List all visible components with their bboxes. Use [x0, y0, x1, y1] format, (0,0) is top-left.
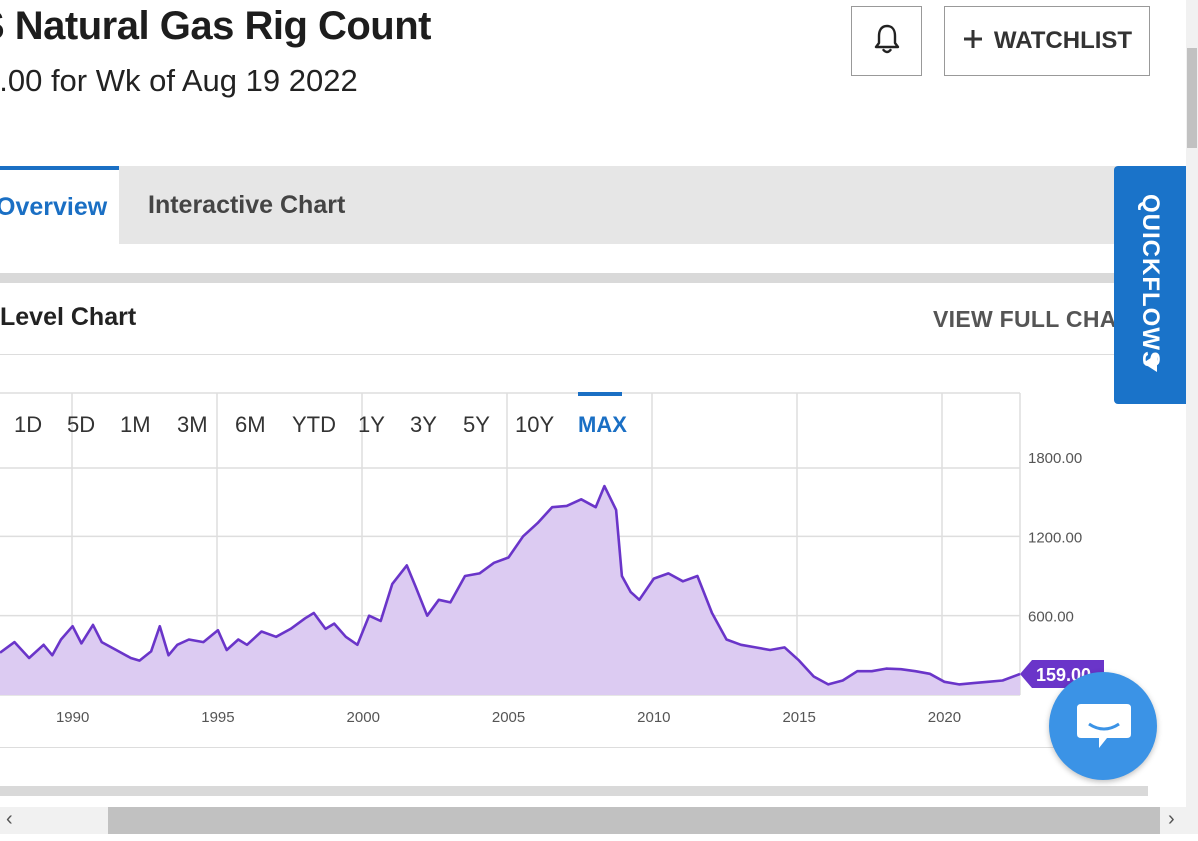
alert-button[interactable] — [851, 6, 922, 76]
scroll-left-icon[interactable]: ‹ — [6, 808, 13, 830]
section-divider-bottom — [0, 786, 1148, 796]
range-button-6m[interactable]: 6M — [235, 412, 266, 437]
section-divider — [0, 273, 1148, 283]
tab-bar: Overview Interactive Chart — [0, 166, 1116, 244]
scroll-right-icon[interactable]: › — [1168, 808, 1175, 830]
y-tick-label: 1200.00 — [1028, 529, 1082, 546]
panel-title: Level Chart — [0, 303, 137, 331]
series-area — [0, 486, 1020, 695]
range-button-1d[interactable]: 1D — [14, 412, 43, 437]
tab-interactive-chart[interactable]: Interactive Chart — [148, 166, 345, 244]
watchlist-button[interactable]: WATCHLIST — [944, 6, 1150, 76]
chart-bottom-divider — [0, 747, 1148, 748]
vertical-scrollbar-thumb[interactable] — [1187, 48, 1197, 148]
active-range-indicator — [578, 392, 622, 396]
caret-left-icon — [1141, 352, 1159, 380]
bell-icon — [873, 23, 901, 60]
quickflows-tab[interactable]: QUICKFLOWS — [1114, 166, 1186, 404]
panel-header-divider — [0, 354, 1148, 355]
range-button-5y[interactable]: 5Y — [463, 412, 490, 437]
vertical-scrollbar[interactable] — [1186, 0, 1198, 807]
range-button-max[interactable]: MAX — [578, 412, 627, 437]
horizontal-scrollbar-thumb[interactable] — [108, 807, 1160, 834]
tab-overview-label: Overview — [0, 192, 108, 221]
plus-icon — [962, 26, 984, 56]
watchlist-label: WATCHLIST — [993, 27, 1133, 54]
range-button-ytd[interactable]: YTD — [292, 412, 336, 437]
page-title: S Natural Gas Rig Count — [0, 4, 432, 48]
chat-button[interactable] — [1049, 672, 1157, 780]
x-tick-label: 2005 — [492, 709, 525, 726]
range-button-3m[interactable]: 3M — [177, 412, 208, 437]
range-button-1y[interactable]: 1Y — [358, 412, 385, 437]
tab-overview[interactable]: Overview — [0, 166, 119, 244]
x-tick-label: 2020 — [928, 709, 961, 726]
horizontal-scrollbar[interactable]: ‹ › — [0, 807, 1198, 834]
range-button-1m[interactable]: 1M — [120, 412, 151, 437]
range-button-10y[interactable]: 10Y — [515, 412, 555, 437]
y-tick-label: 1800.00 — [1028, 450, 1082, 467]
level-chart: 600.00 1200.00 1800.00 1990 1995 2000 2005 2010… — [0, 392, 1104, 726]
x-tick-label: 1990 — [56, 709, 89, 726]
x-tick-label: 2015 — [782, 709, 815, 726]
series-line — [0, 484, 1021, 686]
chat-icon — [1075, 700, 1133, 759]
view-full-chart-link[interactable]: VIEW FULL CHAR — [933, 306, 1134, 332]
x-tick-label: 2010 — [637, 709, 670, 726]
tab-interactive-chart-label: Interactive Chart — [148, 190, 346, 219]
y-tick-label: 600.00 — [1028, 609, 1074, 626]
range-button-5d[interactable]: 5D — [67, 412, 96, 437]
page-subtitle: 9.00 for Wk of Aug 19 2022 — [0, 63, 358, 98]
x-tick-label: 2000 — [347, 709, 380, 726]
x-tick-label: 1995 — [201, 709, 234, 726]
quickflows-label: QUICKFLOWS — [1137, 194, 1164, 368]
range-button-3y[interactable]: 3Y — [410, 412, 437, 437]
